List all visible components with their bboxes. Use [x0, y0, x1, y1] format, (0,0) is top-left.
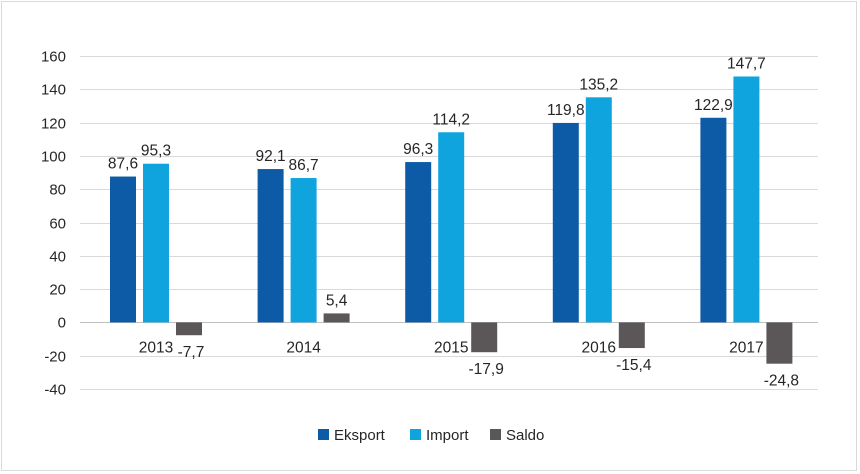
legend-item-import: Import	[410, 427, 469, 444]
y-tick-label: -40	[44, 382, 66, 399]
y-tick-label: -20	[44, 349, 66, 366]
y-tick-label: 20	[49, 282, 66, 299]
bar-saldo-2015	[471, 322, 498, 353]
legend: Eksport Import Saldo	[318, 427, 544, 444]
y-axis: -40 -20 0 20 40 60 80 100 120 140 160	[41, 49, 66, 399]
bar-saldo-2014	[323, 313, 350, 323]
bar-import-2013	[143, 163, 169, 323]
data-labels: 87,695,3 -7,7 92,186,7 5,4 96,3 114,2 -17,9 119…	[108, 55, 799, 389]
data-label-eksport-2013: 87,6	[108, 156, 138, 173]
category-label: 2013	[139, 339, 173, 356]
data-label-eksport-2015: 96,3	[403, 141, 433, 158]
data-label-import-2017: 147,7	[727, 55, 766, 72]
bar-eksport-2014	[257, 169, 284, 323]
y-tick-label: 160	[41, 49, 66, 66]
bar-import-2016	[585, 97, 612, 323]
data-label-eksport-2017: 122,9	[694, 97, 733, 114]
category-label: 2017	[729, 339, 763, 356]
data-label-import-2014: 86,7	[289, 157, 319, 174]
data-label-saldo-2013: -7,7	[178, 344, 205, 361]
legend-label: Import	[426, 427, 469, 444]
bar-import-2015	[438, 132, 465, 323]
data-label-saldo-2017: -24,8	[764, 373, 799, 390]
bar-import-2017	[733, 76, 760, 323]
bars	[110, 76, 793, 364]
legend-swatch	[410, 429, 421, 440]
bar-saldo-2013	[176, 322, 202, 336]
y-tick-label: 100	[41, 149, 66, 166]
data-label-saldo-2014: 5,4	[326, 292, 348, 309]
bar-eksport-2016	[552, 122, 579, 323]
category-label: 2014	[286, 339, 321, 356]
data-label-saldo-2016: -15,4	[616, 357, 652, 374]
y-tick-label: 60	[49, 216, 66, 233]
data-label-eksport-2016: 119,8	[547, 102, 585, 119]
data-label-saldo-2015: -17,9	[469, 361, 504, 378]
legend-swatch	[490, 429, 501, 440]
y-tick-label: 0	[58, 315, 66, 332]
y-tick-label: 40	[49, 249, 66, 266]
bar-saldo-2017	[766, 322, 793, 364]
bar-import-2014	[290, 178, 317, 323]
data-label-import-2013: 95,3	[141, 143, 171, 160]
legend-swatch	[318, 429, 329, 440]
legend-label: Eksport	[334, 427, 386, 444]
bar-saldo-2016	[618, 322, 645, 349]
data-label-eksport-2014: 92,1	[256, 148, 286, 165]
y-tick-label: 120	[41, 116, 66, 133]
legend-label: Saldo	[506, 427, 544, 444]
bar-eksport-2013	[110, 176, 136, 323]
data-label-import-2015: 114,2	[432, 111, 470, 128]
bar-eksport-2015	[405, 162, 432, 323]
legend-item-saldo: Saldo	[490, 427, 544, 444]
category-label: 2015	[434, 339, 468, 356]
category-label: 2016	[582, 339, 616, 356]
legend-item-eksport: Eksport	[318, 427, 386, 444]
category-labels: 2013 2014 2015 2016 2017	[139, 339, 764, 356]
y-tick-label: 80	[49, 182, 66, 199]
data-label-import-2016: 135,2	[579, 76, 618, 93]
bar-eksport-2017	[700, 117, 727, 323]
y-tick-label: 140	[41, 82, 66, 99]
